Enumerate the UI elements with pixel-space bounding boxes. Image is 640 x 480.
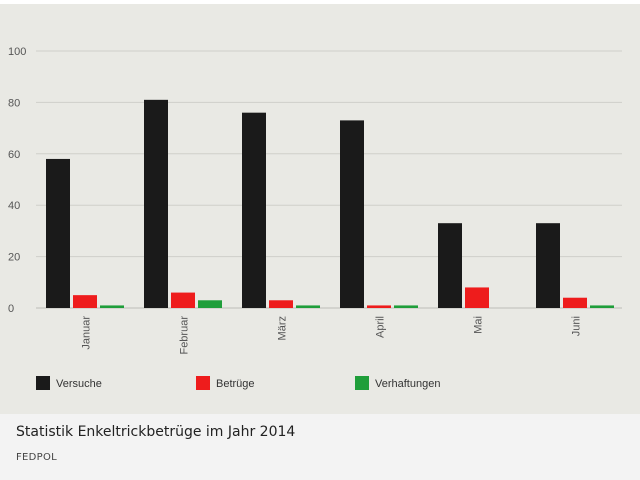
bar-betrüge-februar — [171, 292, 195, 308]
y-tick-label: 40 — [8, 200, 20, 212]
bar-chart: 0 20 40 60 80 100 Januar Februar März April Mai Ju… — [8, 46, 622, 390]
bar-betrüge-juni — [563, 297, 587, 308]
x-category-label: März — [277, 316, 289, 340]
bar-verhaftungen-januar — [100, 305, 124, 308]
bar-verhaftungen-juni — [590, 305, 614, 308]
bar-versuche-juni — [536, 223, 560, 308]
bar-versuche-januar — [46, 158, 70, 308]
bar-betrüge-mai — [465, 287, 489, 308]
x-axis-labels: Januar Februar März April Mai Juni — [81, 316, 583, 355]
bar-verhaftungen-april — [394, 305, 418, 308]
legend-label: Versuche — [56, 378, 102, 390]
x-category-label: Januar — [81, 316, 93, 350]
legend-label: Verhaftungen — [375, 378, 440, 390]
legend-swatch — [36, 376, 50, 390]
legend: Versuche Betrüge Verhaftungen — [36, 376, 440, 390]
caption-bar — [0, 414, 640, 480]
y-axis-ticks: 0 20 40 60 80 100 — [8, 46, 26, 315]
bars — [46, 99, 614, 309]
grid-lines — [36, 50, 622, 309]
bar-versuche-februar — [144, 99, 168, 308]
y-tick-label: 20 — [8, 252, 20, 264]
y-tick-label: 0 — [8, 303, 14, 315]
legend-swatch — [196, 376, 210, 390]
legend-swatch — [355, 376, 369, 390]
y-tick-label: 60 — [8, 149, 20, 161]
bar-betrüge-märz — [269, 300, 293, 308]
bar-versuche-mai — [438, 223, 462, 308]
chart-panel: 0 20 40 60 80 100 Januar Februar März April Mai Ju… — [0, 4, 640, 414]
bar-betrüge-april — [367, 305, 391, 308]
bar-versuche-märz — [242, 112, 266, 309]
x-category-label: Mai — [473, 316, 485, 334]
y-tick-label: 100 — [8, 46, 26, 58]
y-tick-label: 80 — [8, 97, 20, 109]
bar-verhaftungen-februar — [198, 300, 222, 308]
legend-label: Betrüge — [216, 378, 255, 390]
bar-betrüge-januar — [73, 295, 97, 308]
x-category-label: Februar — [179, 316, 191, 355]
chart-caption-source: FEDPOL — [16, 452, 58, 463]
x-category-label: April — [375, 316, 387, 338]
chart-caption-title: Statistik Enkeltrickbetrüge im Jahr 2014 — [16, 424, 296, 440]
bar-versuche-april — [340, 120, 364, 308]
bar-verhaftungen-märz — [296, 305, 320, 308]
x-category-label: Juni — [571, 316, 583, 336]
